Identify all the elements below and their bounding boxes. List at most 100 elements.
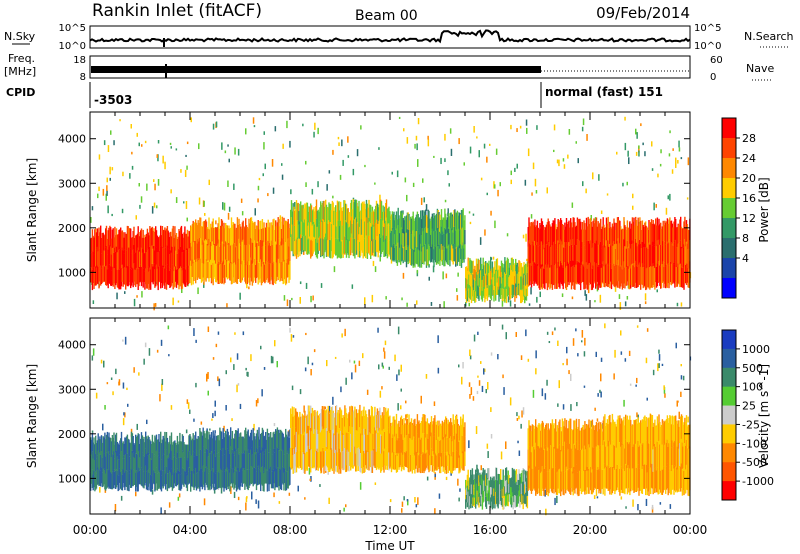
velocity-band-cell bbox=[193, 440, 195, 457]
velocity-band-cell bbox=[526, 471, 529, 484]
power-band-cell bbox=[148, 235, 150, 254]
velocity-band-cell bbox=[575, 441, 578, 465]
power-band-cell bbox=[338, 220, 340, 239]
power-band-cell bbox=[458, 228, 460, 246]
velocity-band-cell bbox=[323, 406, 325, 429]
power-scatter-cell bbox=[448, 183, 450, 187]
velocity-band-cell bbox=[220, 449, 222, 469]
power-band-cell bbox=[655, 225, 658, 247]
power-band-cell bbox=[430, 216, 433, 232]
velocity-scatter-cell bbox=[106, 382, 109, 385]
power-scatter-cell bbox=[240, 198, 243, 203]
power-band-cell bbox=[105, 266, 107, 285]
power-scatter-cell bbox=[571, 202, 574, 208]
velocity-band-cell bbox=[556, 471, 559, 495]
velocity-band-cell bbox=[260, 472, 262, 492]
velocity-band-cell bbox=[470, 495, 472, 509]
power-band-cell bbox=[263, 242, 265, 262]
power-band-cell bbox=[450, 244, 453, 261]
power-band-cell bbox=[345, 203, 347, 221]
velocity-band-cell bbox=[565, 419, 568, 444]
power-band-cell bbox=[613, 218, 615, 242]
power-band-cell bbox=[327, 240, 329, 257]
velocity-band-cell bbox=[342, 415, 344, 434]
power-scatter-cell bbox=[378, 147, 380, 150]
power-band-cell bbox=[425, 226, 427, 245]
velocity-band-cell bbox=[294, 415, 296, 435]
power-band-cell bbox=[155, 264, 158, 282]
power-band-cell bbox=[444, 247, 446, 267]
power-band-cell bbox=[400, 229, 402, 247]
velocity-band-cell bbox=[269, 436, 271, 453]
power-band-cell bbox=[391, 244, 394, 261]
velocity-scatter-cell bbox=[206, 373, 208, 382]
power-band-cell bbox=[130, 268, 132, 289]
power-band-cell bbox=[156, 268, 159, 286]
power-band-cell bbox=[159, 251, 161, 267]
velocity-band-cell bbox=[341, 434, 344, 452]
power-scatter-cell bbox=[111, 167, 114, 171]
power-scatter-cell bbox=[417, 159, 419, 167]
velocity-band-cell bbox=[491, 488, 494, 499]
velocity-scatter-cell bbox=[195, 339, 197, 343]
power-band-cell bbox=[434, 245, 436, 261]
power-band-cell bbox=[683, 244, 685, 267]
power-band-cell bbox=[638, 223, 640, 245]
power-scatter-cell bbox=[640, 123, 642, 127]
velocity-band-cell bbox=[218, 440, 220, 457]
velocity-band-cell bbox=[405, 424, 407, 439]
velocity-band-cell bbox=[505, 479, 508, 493]
power-band-cell bbox=[476, 285, 479, 296]
velocity-band-cell bbox=[457, 438, 459, 454]
velocity-band-cell bbox=[362, 448, 364, 468]
velocity-band-cell bbox=[300, 450, 302, 468]
velocity-scatter-cell bbox=[477, 375, 479, 378]
velocity-band-cell bbox=[120, 431, 123, 452]
power-band-cell bbox=[285, 262, 288, 284]
power-band-cell bbox=[355, 218, 358, 237]
power-band-cell bbox=[414, 220, 416, 237]
velocity-band-cell bbox=[200, 450, 203, 469]
power-band-cell bbox=[660, 248, 663, 269]
power-scatter-cell bbox=[364, 164, 366, 168]
power-band-cell bbox=[232, 222, 234, 241]
velocity-band-cell bbox=[306, 433, 309, 452]
power-band-cell bbox=[187, 236, 189, 253]
velocity-scatter-cell bbox=[600, 391, 602, 398]
velocity-band-cell bbox=[184, 444, 186, 458]
velocity-band-cell bbox=[393, 451, 395, 470]
velocity-band-cell bbox=[555, 419, 557, 444]
power-scatter-cell bbox=[305, 160, 307, 165]
velocity-band-cell bbox=[334, 452, 336, 471]
velocity-band-cell bbox=[311, 428, 314, 449]
power-band-cell bbox=[627, 246, 629, 267]
velocity-band-cell bbox=[327, 448, 329, 471]
power-band-cell bbox=[451, 214, 454, 231]
power-band-cell bbox=[355, 199, 357, 218]
velocity-band-cell bbox=[356, 430, 359, 449]
power-band-cell bbox=[154, 269, 156, 288]
power-band-cell bbox=[153, 246, 155, 264]
power-scatter-cell bbox=[320, 283, 323, 288]
power-band-cell bbox=[373, 226, 375, 242]
velocity-band-cell bbox=[423, 414, 425, 434]
power-band-cell bbox=[606, 223, 609, 245]
velocity-band-cell bbox=[488, 468, 490, 481]
power-band-cell bbox=[301, 220, 304, 236]
power-band-cell bbox=[242, 220, 244, 240]
power-band-cell bbox=[645, 225, 647, 248]
power-band-cell bbox=[435, 213, 438, 231]
power-band-cell bbox=[119, 269, 121, 290]
power-band-cell bbox=[272, 241, 274, 264]
velocity-band-cell bbox=[318, 451, 320, 469]
velocity-band-cell bbox=[414, 437, 416, 456]
power-band-cell bbox=[145, 252, 148, 271]
velocity-band-cell bbox=[253, 467, 255, 485]
power-band-cell bbox=[404, 231, 406, 247]
power-band-cell bbox=[452, 216, 454, 233]
velocity-band-cell bbox=[435, 421, 437, 438]
power-band-cell bbox=[112, 267, 114, 287]
velocity-scatter-cell bbox=[614, 349, 616, 358]
velocity-band-cell bbox=[405, 438, 407, 453]
power-scatter-cell bbox=[656, 289, 658, 293]
